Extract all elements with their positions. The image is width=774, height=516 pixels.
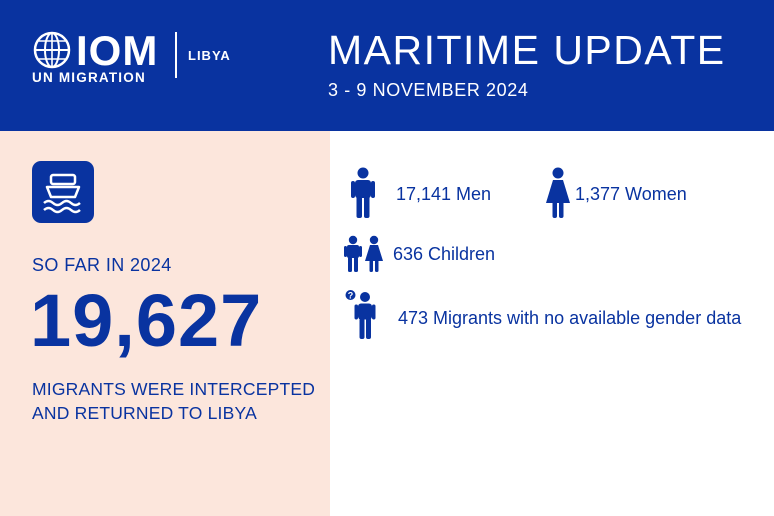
total-intercepted: 19,627: [30, 279, 263, 362]
logo-wordmark: IOM: [76, 27, 159, 74]
country-label: LIBYA: [188, 48, 231, 63]
stat-children: 636 Children: [343, 235, 563, 275]
stat-men: 17,141 Men: [350, 167, 550, 221]
children-icon: [344, 235, 383, 272]
stat-men-label: 17,141 Men: [396, 184, 492, 204]
so-far-label: SO FAR IN 2024: [32, 255, 172, 275]
ship-icon: [32, 161, 94, 223]
stat-children-label: 636 Children: [393, 244, 496, 264]
svg-text:?: ?: [348, 291, 354, 301]
stat-women: 1,377 Women: [545, 167, 745, 221]
page-title: MARITIME UPDATE: [328, 27, 726, 73]
header-banner: IOM UN MIGRATION LIBYA MARITIME UPDATE 3…: [0, 0, 774, 131]
stat-women-label: 1,377 Women: [575, 184, 687, 204]
logo-divider: [175, 32, 177, 78]
summary-panel: SO FAR IN 2024 19,627 MIGRANTS WERE INTE…: [0, 131, 330, 516]
date-range: 3 - 9 NOVEMBER 2024: [328, 80, 529, 100]
stat-unknown-label: 473 Migrants with no available gender da…: [398, 308, 742, 328]
woman-icon: [546, 167, 570, 218]
man-icon: [351, 167, 375, 218]
logo-subtitle: UN MIGRATION: [32, 70, 146, 85]
total-caption: MIGRANTS WERE INTERCEPTED AND RETURNED T…: [32, 379, 316, 423]
unknown-person-icon: ?: [345, 290, 376, 339]
globe-icon: [33, 31, 71, 69]
stat-unknown-gender: ? 473 Migrants with no available gender …: [345, 288, 765, 342]
